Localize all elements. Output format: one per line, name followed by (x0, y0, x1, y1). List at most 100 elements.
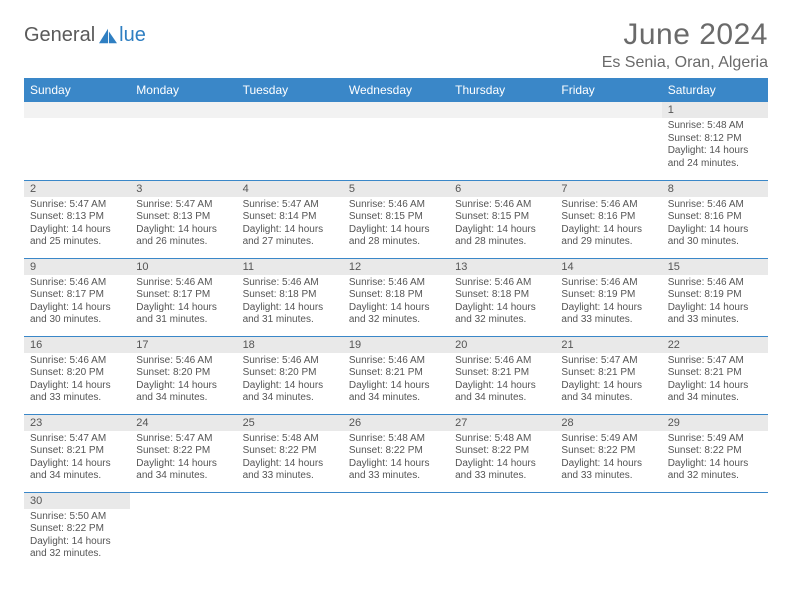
day-number: 18 (237, 337, 343, 353)
calendar-cell: 26Sunrise: 5:48 AMSunset: 8:22 PMDayligh… (343, 414, 449, 492)
day-details: Sunrise: 5:46 AMSunset: 8:19 PMDaylight:… (662, 275, 768, 331)
day-details: Sunrise: 5:46 AMSunset: 8:21 PMDaylight:… (449, 353, 555, 409)
day-details: Sunrise: 5:47 AMSunset: 8:14 PMDaylight:… (237, 197, 343, 253)
day-details: Sunrise: 5:47 AMSunset: 8:22 PMDaylight:… (130, 431, 236, 487)
calendar-cell: 24Sunrise: 5:47 AMSunset: 8:22 PMDayligh… (130, 414, 236, 492)
month-title: June 2024 (602, 18, 768, 52)
day-number: 4 (237, 181, 343, 197)
day-details: Sunrise: 5:46 AMSunset: 8:15 PMDaylight:… (449, 197, 555, 253)
sail-icon (97, 27, 119, 45)
calendar-cell: 18Sunrise: 5:46 AMSunset: 8:20 PMDayligh… (237, 336, 343, 414)
logo-text-general: General (24, 24, 95, 47)
day-number: 28 (555, 415, 661, 431)
day-number: 14 (555, 259, 661, 275)
location-text: Es Senia, Oran, Algeria (602, 54, 768, 72)
day-number: 17 (130, 337, 236, 353)
page: General lue June 2024 Es Senia, Oran, Al… (0, 0, 792, 588)
calendar-cell (237, 492, 343, 570)
calendar-cell: 11Sunrise: 5:46 AMSunset: 8:18 PMDayligh… (237, 258, 343, 336)
day-details: Sunrise: 5:47 AMSunset: 8:21 PMDaylight:… (555, 353, 661, 409)
day-details: Sunrise: 5:48 AMSunset: 8:22 PMDaylight:… (449, 431, 555, 487)
calendar-cell: 6Sunrise: 5:46 AMSunset: 8:15 PMDaylight… (449, 180, 555, 258)
day-details: Sunrise: 5:46 AMSunset: 8:18 PMDaylight:… (449, 275, 555, 331)
calendar-cell: 23Sunrise: 5:47 AMSunset: 8:21 PMDayligh… (24, 414, 130, 492)
day-details: Sunrise: 5:46 AMSunset: 8:15 PMDaylight:… (343, 197, 449, 253)
col-header-friday: Friday (555, 78, 661, 102)
day-number: 20 (449, 337, 555, 353)
calendar-cell (343, 492, 449, 570)
calendar-cell: 7Sunrise: 5:46 AMSunset: 8:16 PMDaylight… (555, 180, 661, 258)
day-number: 5 (343, 181, 449, 197)
day-number: 29 (662, 415, 768, 431)
calendar-cell: 10Sunrise: 5:46 AMSunset: 8:17 PMDayligh… (130, 258, 236, 336)
calendar-cell (555, 492, 661, 570)
day-number: 8 (662, 181, 768, 197)
col-header-wednesday: Wednesday (343, 78, 449, 102)
day-number: 13 (449, 259, 555, 275)
calendar-table: SundayMondayTuesdayWednesdayThursdayFrid… (24, 78, 768, 570)
calendar-cell: 16Sunrise: 5:46 AMSunset: 8:20 PMDayligh… (24, 336, 130, 414)
calendar-cell: 12Sunrise: 5:46 AMSunset: 8:18 PMDayligh… (343, 258, 449, 336)
col-header-thursday: Thursday (449, 78, 555, 102)
calendar-cell (449, 102, 555, 180)
calendar-cell: 14Sunrise: 5:46 AMSunset: 8:19 PMDayligh… (555, 258, 661, 336)
day-number: 25 (237, 415, 343, 431)
calendar-body: 1Sunrise: 5:48 AMSunset: 8:12 PMDaylight… (24, 102, 768, 570)
calendar-cell: 27Sunrise: 5:48 AMSunset: 8:22 PMDayligh… (449, 414, 555, 492)
calendar-cell: 15Sunrise: 5:46 AMSunset: 8:19 PMDayligh… (662, 258, 768, 336)
day-details: Sunrise: 5:46 AMSunset: 8:18 PMDaylight:… (237, 275, 343, 331)
day-details: Sunrise: 5:46 AMSunset: 8:16 PMDaylight:… (555, 197, 661, 253)
day-number: 9 (24, 259, 130, 275)
calendar-cell (130, 102, 236, 180)
calendar-cell (24, 102, 130, 180)
day-number: 21 (555, 337, 661, 353)
col-header-saturday: Saturday (662, 78, 768, 102)
day-number: 2 (24, 181, 130, 197)
logo: General lue (24, 24, 146, 47)
day-number: 7 (555, 181, 661, 197)
day-details: Sunrise: 5:46 AMSunset: 8:21 PMDaylight:… (343, 353, 449, 409)
day-number: 26 (343, 415, 449, 431)
calendar-cell: 30Sunrise: 5:50 AMSunset: 8:22 PMDayligh… (24, 492, 130, 570)
day-number: 24 (130, 415, 236, 431)
calendar-cell (343, 102, 449, 180)
calendar-cell: 2Sunrise: 5:47 AMSunset: 8:13 PMDaylight… (24, 180, 130, 258)
day-details: Sunrise: 5:46 AMSunset: 8:20 PMDaylight:… (24, 353, 130, 409)
day-details: Sunrise: 5:49 AMSunset: 8:22 PMDaylight:… (662, 431, 768, 487)
day-details: Sunrise: 5:46 AMSunset: 8:20 PMDaylight:… (237, 353, 343, 409)
day-number: 11 (237, 259, 343, 275)
day-details: Sunrise: 5:48 AMSunset: 8:22 PMDaylight:… (237, 431, 343, 487)
calendar-cell: 3Sunrise: 5:47 AMSunset: 8:13 PMDaylight… (130, 180, 236, 258)
day-number: 15 (662, 259, 768, 275)
day-number: 16 (24, 337, 130, 353)
day-details: Sunrise: 5:47 AMSunset: 8:13 PMDaylight:… (24, 197, 130, 253)
calendar-cell (555, 102, 661, 180)
day-details: Sunrise: 5:47 AMSunset: 8:13 PMDaylight:… (130, 197, 236, 253)
day-number: 10 (130, 259, 236, 275)
calendar-cell: 21Sunrise: 5:47 AMSunset: 8:21 PMDayligh… (555, 336, 661, 414)
header-row: General lue June 2024 Es Senia, Oran, Al… (24, 18, 768, 72)
calendar-cell: 13Sunrise: 5:46 AMSunset: 8:18 PMDayligh… (449, 258, 555, 336)
calendar-cell: 9Sunrise: 5:46 AMSunset: 8:17 PMDaylight… (24, 258, 130, 336)
calendar-cell (237, 102, 343, 180)
day-details: Sunrise: 5:47 AMSunset: 8:21 PMDaylight:… (662, 353, 768, 409)
col-header-tuesday: Tuesday (237, 78, 343, 102)
day-number: 3 (130, 181, 236, 197)
calendar-cell (449, 492, 555, 570)
day-number: 22 (662, 337, 768, 353)
day-details: Sunrise: 5:46 AMSunset: 8:17 PMDaylight:… (24, 275, 130, 331)
col-header-monday: Monday (130, 78, 236, 102)
calendar-cell: 4Sunrise: 5:47 AMSunset: 8:14 PMDaylight… (237, 180, 343, 258)
day-details: Sunrise: 5:48 AMSunset: 8:12 PMDaylight:… (662, 118, 768, 174)
col-header-sunday: Sunday (24, 78, 130, 102)
calendar-cell: 8Sunrise: 5:46 AMSunset: 8:16 PMDaylight… (662, 180, 768, 258)
day-details: Sunrise: 5:46 AMSunset: 8:17 PMDaylight:… (130, 275, 236, 331)
calendar-cell: 28Sunrise: 5:49 AMSunset: 8:22 PMDayligh… (555, 414, 661, 492)
day-details: Sunrise: 5:46 AMSunset: 8:16 PMDaylight:… (662, 197, 768, 253)
logo-text-blue: lue (119, 24, 146, 47)
day-details: Sunrise: 5:46 AMSunset: 8:19 PMDaylight:… (555, 275, 661, 331)
day-number: 6 (449, 181, 555, 197)
calendar-header: SundayMondayTuesdayWednesdayThursdayFrid… (24, 78, 768, 102)
day-number: 23 (24, 415, 130, 431)
day-details: Sunrise: 5:48 AMSunset: 8:22 PMDaylight:… (343, 431, 449, 487)
